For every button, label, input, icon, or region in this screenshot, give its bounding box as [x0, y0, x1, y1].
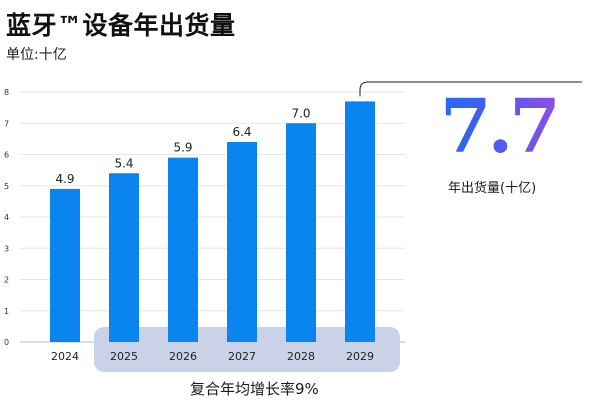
bar-2027 — [227, 142, 257, 342]
y-tick-label: 5 — [4, 182, 9, 191]
x-tick-label: 2027 — [228, 350, 256, 363]
y-tick-label: 3 — [4, 244, 9, 253]
x-tick-label: 2029 — [346, 350, 374, 363]
highlight-caption: 年出货量(十亿) — [448, 181, 537, 196]
data-label: 5.9 — [173, 141, 192, 155]
bar-2025 — [109, 173, 139, 342]
x-tick-label: 2026 — [169, 350, 197, 363]
x-tick-label: 2025 — [110, 350, 138, 363]
data-label: 7.0 — [291, 106, 310, 120]
callout-connector — [359, 81, 582, 97]
data-label: 4.9 — [55, 172, 74, 186]
data-label: 6.4 — [232, 125, 251, 139]
bar-2029 — [345, 101, 375, 342]
bar-2028 — [286, 123, 316, 342]
data-label: 5.4 — [114, 156, 133, 170]
unit-label: 单位:十亿 — [6, 47, 67, 63]
highlight-value: 7.7 — [440, 84, 561, 170]
page-title: 蓝牙™设备年出货量 — [6, 11, 236, 40]
y-tick-label: 1 — [4, 307, 9, 316]
bar-2026 — [168, 157, 198, 342]
cagr-label: 复合年均增长率9% — [190, 380, 319, 398]
y-tick-label: 4 — [4, 213, 9, 222]
y-tick-label: 2 — [4, 276, 9, 285]
y-tick-label: 7 — [4, 119, 9, 128]
bar-2024 — [50, 188, 80, 342]
y-tick-label: 8 — [4, 88, 9, 97]
y-tick-label: 6 — [4, 151, 9, 160]
x-tick-label: 2024 — [51, 350, 79, 363]
y-tick-label: 0 — [4, 338, 9, 347]
x-tick-label: 2028 — [287, 350, 315, 363]
